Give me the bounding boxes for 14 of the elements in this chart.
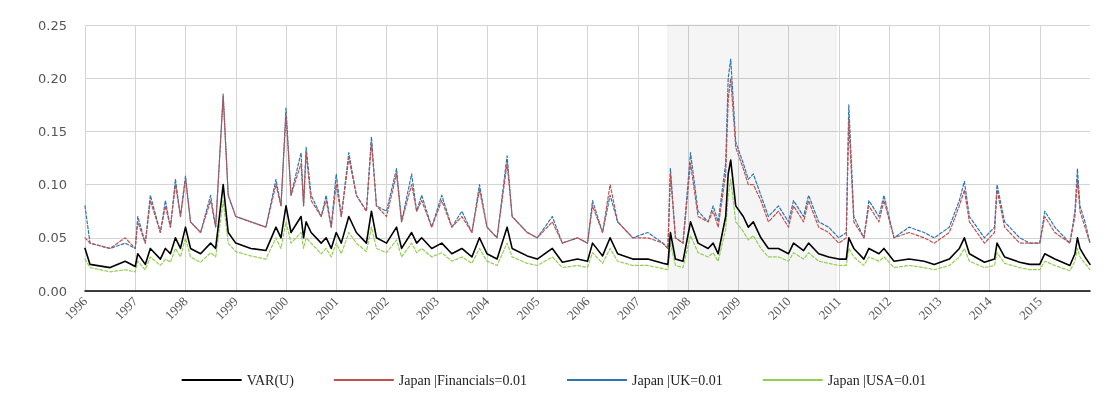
- line-series: [84, 159, 1091, 269]
- y-tick-label: 0.25: [38, 17, 67, 33]
- y-tick-label: 0.20: [38, 70, 67, 86]
- y-tick-label: 0.00: [38, 283, 67, 299]
- legend-label: VAR(U): [246, 372, 295, 389]
- x-tick-label: 2011: [815, 293, 845, 323]
- y-tick-label: 0.10: [38, 177, 67, 193]
- legend-label: Japan |UK=0.01: [631, 372, 723, 388]
- y-tick-label: 0.05: [38, 230, 67, 246]
- y-tick-label: 0.15: [38, 123, 67, 139]
- x-tick-label: 2001: [312, 293, 342, 323]
- legend-label: Japan |Financials=0.01: [398, 372, 527, 388]
- line-series: [84, 178, 1091, 273]
- legend-label: Japan |USA=0.01: [827, 372, 927, 388]
